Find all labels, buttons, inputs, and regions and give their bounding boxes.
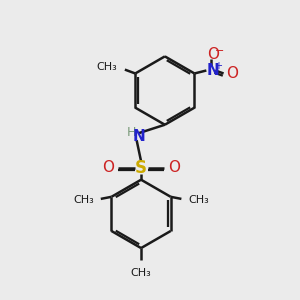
Text: O: O: [207, 46, 219, 62]
Text: CH₃: CH₃: [188, 195, 209, 206]
Text: H: H: [127, 126, 136, 139]
Text: S: S: [135, 159, 147, 177]
Text: CH₃: CH₃: [96, 61, 117, 72]
Text: N: N: [133, 128, 146, 143]
Text: O: O: [226, 66, 238, 81]
Text: CH₃: CH₃: [73, 195, 94, 206]
Text: N: N: [207, 63, 220, 78]
Text: CH₃: CH₃: [131, 268, 152, 278]
Text: +: +: [214, 61, 222, 71]
Text: O: O: [102, 160, 114, 175]
Text: −: −: [214, 46, 224, 56]
Text: O: O: [168, 160, 180, 175]
